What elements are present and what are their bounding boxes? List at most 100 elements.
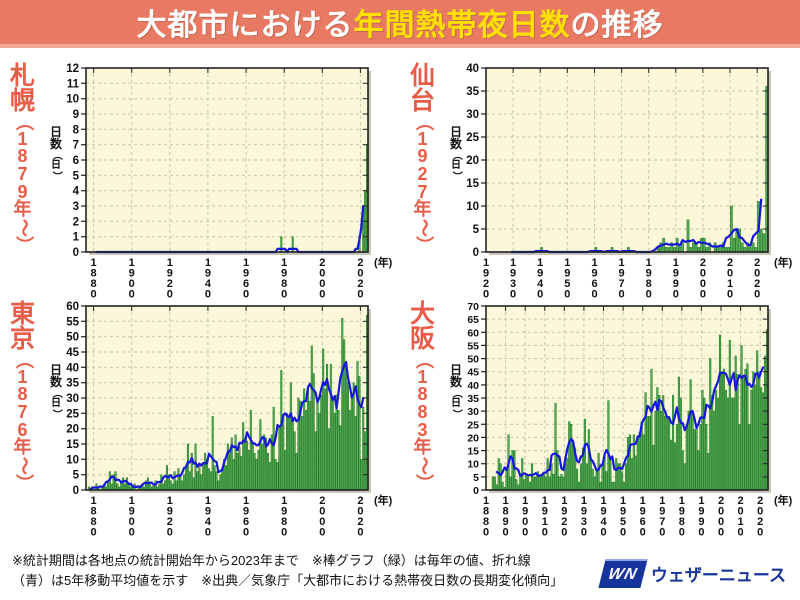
- chart-sendai: 0510152025303540192019301940195019601970…: [466, 63, 792, 299]
- svg-text:20: 20: [466, 155, 479, 167]
- svg-text:10: 10: [66, 94, 79, 106]
- svg-text:9: 9: [591, 268, 597, 280]
- svg-text:7: 7: [619, 278, 625, 290]
- svg-text:0: 0: [319, 268, 325, 280]
- svg-text:8: 8: [483, 506, 489, 518]
- svg-text:1: 1: [620, 495, 626, 507]
- svg-text:2: 2: [727, 257, 733, 269]
- svg-text:0: 0: [205, 289, 211, 299]
- svg-text:1: 1: [483, 257, 489, 269]
- svg-text:1: 1: [542, 495, 548, 507]
- svg-text:45: 45: [66, 347, 79, 359]
- svg-text:9: 9: [619, 268, 625, 280]
- svg-text:9: 9: [205, 268, 211, 280]
- svg-text:4: 4: [537, 278, 544, 290]
- svg-text:1: 1: [591, 257, 597, 269]
- svg-text:11: 11: [67, 78, 80, 90]
- svg-text:1: 1: [673, 257, 679, 269]
- svg-text:9: 9: [561, 506, 567, 518]
- svg-text:0: 0: [243, 527, 249, 537]
- svg-text:9: 9: [564, 268, 570, 280]
- svg-text:4: 4: [600, 516, 607, 528]
- svg-text:20: 20: [66, 424, 79, 436]
- title-prefix: 大都市における: [136, 9, 354, 42]
- svg-text:2: 2: [754, 278, 760, 290]
- svg-text:0: 0: [503, 527, 509, 537]
- svg-text:0: 0: [483, 527, 489, 537]
- svg-text:9: 9: [167, 268, 173, 280]
- svg-text:7: 7: [659, 516, 665, 528]
- svg-text:65: 65: [467, 314, 479, 326]
- svg-text:1: 1: [281, 257, 287, 269]
- svg-text:3: 3: [73, 201, 79, 213]
- svg-text:1: 1: [537, 257, 543, 269]
- svg-text:0: 0: [73, 485, 79, 497]
- svg-text:15: 15: [466, 178, 479, 190]
- svg-text:9: 9: [510, 268, 516, 280]
- svg-text:1: 1: [727, 278, 733, 290]
- chart-sapporo: 0123456789101112188019001920194019601980…: [66, 63, 392, 299]
- svg-text:1: 1: [698, 495, 704, 507]
- svg-text:9: 9: [281, 506, 287, 518]
- svg-text:1: 1: [646, 257, 652, 269]
- charts-grid: 札幌（1 8 7 9 年〜） 日数（日） 0 1 2 3 4 5 6 7 8 9 10 11 12 1 8 8 0 1 9 0…: [0, 48, 800, 543]
- title-highlight: 年間熱帯夜日数: [353, 9, 571, 42]
- svg-text:2: 2: [319, 257, 325, 269]
- svg-text:0: 0: [73, 247, 79, 259]
- svg-text:9: 9: [673, 268, 679, 280]
- svg-text:1: 1: [581, 495, 587, 507]
- svg-text:8: 8: [483, 516, 489, 528]
- svg-text:10: 10: [466, 201, 479, 213]
- svg-text:6: 6: [591, 278, 597, 290]
- svg-text:0: 0: [357, 289, 363, 299]
- svg-text:9: 9: [646, 268, 652, 280]
- svg-text:9: 9: [503, 516, 509, 528]
- svg-text:9: 9: [581, 506, 587, 518]
- svg-text:10: 10: [66, 454, 79, 466]
- y-axis-label: 日数（日）: [50, 363, 63, 419]
- svg-text:9: 9: [542, 506, 548, 518]
- logo-text: ウェザーニュース: [650, 566, 786, 585]
- svg-text:9: 9: [483, 268, 489, 280]
- svg-text:15: 15: [66, 439, 79, 451]
- svg-text:2: 2: [483, 278, 489, 290]
- svg-text:25: 25: [466, 132, 479, 144]
- svg-text:1: 1: [483, 495, 489, 507]
- svg-text:2: 2: [357, 257, 363, 269]
- footnote-line-1: ※統計期間は各地点の統計開始年から2023年まで ※棒グラフ（緑）は毎年の値、折…: [12, 553, 531, 568]
- svg-text:50: 50: [66, 332, 79, 344]
- svg-text:9: 9: [129, 268, 135, 280]
- svg-text:0: 0: [700, 268, 706, 280]
- svg-text:4: 4: [205, 278, 212, 290]
- svg-text:0: 0: [542, 527, 548, 537]
- svg-text:8: 8: [503, 506, 509, 518]
- svg-text:8: 8: [91, 506, 97, 518]
- city-label-osaka: 大阪（1 8 8 3 年〜）: [410, 300, 436, 493]
- svg-text:0: 0: [281, 527, 287, 537]
- svg-text:0: 0: [357, 506, 363, 518]
- svg-text:9: 9: [537, 268, 543, 280]
- svg-text:0: 0: [673, 289, 679, 299]
- svg-text:30: 30: [66, 393, 79, 405]
- svg-text:1: 1: [91, 495, 97, 507]
- svg-text:0: 0: [510, 289, 516, 299]
- svg-text:0: 0: [727, 268, 733, 280]
- svg-text:0: 0: [129, 289, 135, 299]
- svg-text:2: 2: [561, 516, 567, 528]
- svg-text:35: 35: [466, 86, 479, 98]
- svg-text:0: 0: [243, 289, 249, 299]
- svg-text:0: 0: [727, 289, 733, 299]
- svg-text:0: 0: [620, 527, 626, 537]
- svg-text:1: 1: [619, 257, 625, 269]
- svg-text:40: 40: [466, 63, 479, 75]
- svg-text:1: 1: [738, 516, 744, 528]
- svg-text:0: 0: [129, 527, 135, 537]
- chart-osaka: 0510152025303540455055606570188018901900…: [467, 301, 792, 537]
- svg-text:0: 0: [357, 268, 363, 280]
- svg-text:1: 1: [542, 516, 548, 528]
- svg-text:9: 9: [659, 506, 665, 518]
- svg-text:0: 0: [700, 289, 706, 299]
- svg-text:5: 5: [73, 470, 80, 482]
- svg-text:1: 1: [73, 232, 80, 244]
- chart-panel-sapporo: 札幌（1 8 7 9 年〜） 日数（日） 0 1 2 3 4 5 6 7 8 9 10 11 12 1 8 8 0 1 9 0…: [0, 60, 400, 298]
